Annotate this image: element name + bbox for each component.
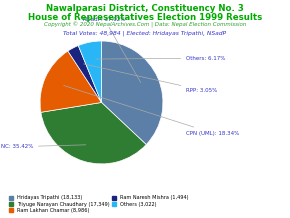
Text: RPP: 3.05%: RPP: 3.05% — [84, 64, 218, 93]
Text: Copyright © 2020 NepalArchives.Com | Data: Nepal Election Commission: Copyright © 2020 NepalArchives.Com | Dat… — [44, 22, 246, 28]
Wedge shape — [78, 41, 102, 102]
Text: NC: 35.42%: NC: 35.42% — [1, 144, 86, 149]
Text: House of Representatives Election 1999 Results: House of Representatives Election 1999 R… — [28, 13, 262, 22]
Text: NSadP: 37.02%: NSadP: 37.02% — [84, 17, 141, 82]
Wedge shape — [102, 41, 163, 145]
Text: Others: 6.17%: Others: 6.17% — [96, 56, 226, 61]
Text: Nawalparasi District, Constituency No. 3: Nawalparasi District, Constituency No. 3 — [46, 4, 244, 13]
Text: CPN (UML): 18.34%: CPN (UML): 18.34% — [64, 85, 240, 136]
Wedge shape — [40, 51, 102, 112]
Legend: Hridayas Tripathi (18,133), Triyuge Narayan Chaudhary (17,349), Ram Lakhan Chama: Hridayas Tripathi (18,133), Triyuge Nara… — [8, 195, 189, 213]
Wedge shape — [41, 102, 146, 164]
Text: Total Votes: 48,984 | Elected: Hridayas Tripathi, NSadP: Total Votes: 48,984 | Elected: Hridayas … — [64, 30, 226, 36]
Wedge shape — [68, 46, 101, 102]
